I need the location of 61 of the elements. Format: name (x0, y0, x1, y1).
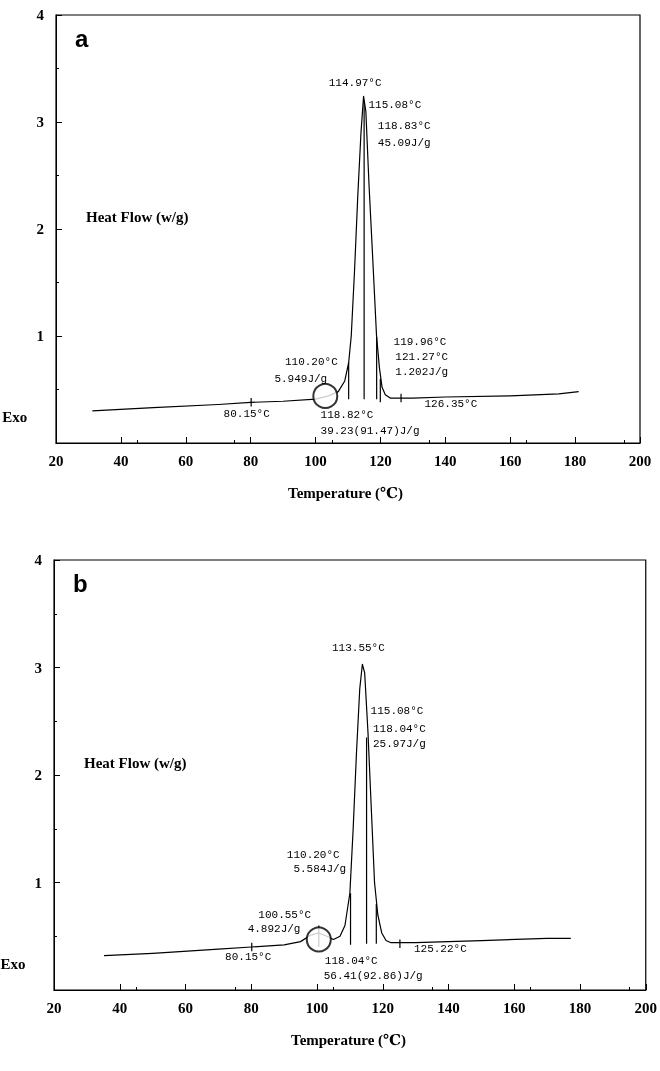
annotation: 5.949J/g (274, 372, 328, 385)
annotation: 121.27°C (395, 350, 449, 363)
annotation: 80.15°C (223, 408, 271, 421)
x-tick-label: 160 (498, 452, 522, 469)
x-tick-label: 40 (113, 452, 129, 469)
annotation: 125.22°C (413, 943, 468, 956)
y-tick-label: 3 (34, 659, 42, 676)
x-tick-label: 140 (437, 999, 460, 1016)
annotation: 113.55°C (331, 642, 386, 655)
annotation: 39.23(91.47)J/g (320, 425, 420, 438)
x-tick-label: 20 (48, 452, 64, 469)
x-tick-label: 180 (568, 999, 592, 1016)
x-tick-label: 120 (371, 999, 394, 1016)
x-tick-label: 80 (243, 452, 259, 469)
chart-title: a (75, 24, 89, 52)
y-tick-label: 1 (36, 328, 44, 344)
x-tick-label: 140 (434, 452, 457, 469)
x-tick-label: 60 (178, 452, 194, 469)
annotation: 80.15°C (225, 950, 272, 963)
annotation: 1.202J/g (395, 365, 449, 378)
x-tick-label: 80 (243, 999, 259, 1016)
y-tick-label: 4 (34, 552, 43, 568)
annotation: 118.04°C (372, 722, 427, 735)
y-tick-label: 3 (36, 114, 44, 130)
annotation: 25.97J/g (372, 738, 426, 751)
x-tick-label: 180 (563, 452, 587, 469)
annotation: 115.08°C (370, 704, 424, 717)
text: Exo (0, 956, 26, 973)
x-tick-label: 40 (112, 999, 128, 1016)
annotation: 114.97°C (328, 76, 382, 89)
y-tick-label: 2 (34, 767, 42, 783)
annotation: 45.09J/g (377, 136, 431, 149)
annotation: 118.04°C (324, 955, 379, 968)
x-tick-label: 100 (305, 999, 329, 1016)
x-tick-label: 20 (46, 999, 62, 1016)
annotation: 110.20°C (286, 848, 341, 861)
x-tick-label: 100 (304, 452, 327, 469)
chart-title: b (73, 569, 88, 597)
x-axis-title: Temperature (℃) (291, 1031, 407, 1049)
annotation: 5.584J/g (293, 862, 347, 875)
y-tick-label: 4 (36, 7, 45, 23)
annotation: 118.83°C (377, 120, 431, 133)
annotation: 110.20°C (284, 355, 339, 368)
x-tick-label: 200 (634, 999, 657, 1016)
y-tick-label: 1 (34, 874, 42, 891)
annotation: 4.892J/g (247, 922, 301, 935)
x-tick-label: 120 (369, 452, 392, 469)
annotation: 56.41(92.86)J/g (323, 970, 423, 983)
y-tick-label: 2 (36, 221, 44, 237)
x-tick-label: 200 (628, 452, 652, 469)
x-tick-label: 60 (178, 999, 193, 1016)
y-axis-title: Heat Flow (w/g) (86, 208, 189, 226)
x-tick-label: 160 (503, 999, 526, 1016)
x-axis-title: Temperature (℃) (288, 484, 404, 502)
annotation: 126.35°C (424, 397, 478, 410)
annotation: 118.82°C (320, 409, 374, 422)
annotation: 119.96°C (393, 335, 447, 348)
y-axis-title: Heat Flow (w/g) (84, 754, 187, 772)
annotation: 115.08°C (368, 98, 422, 111)
annotation: 100.55°C (258, 908, 312, 921)
text: Exo (2, 409, 28, 426)
